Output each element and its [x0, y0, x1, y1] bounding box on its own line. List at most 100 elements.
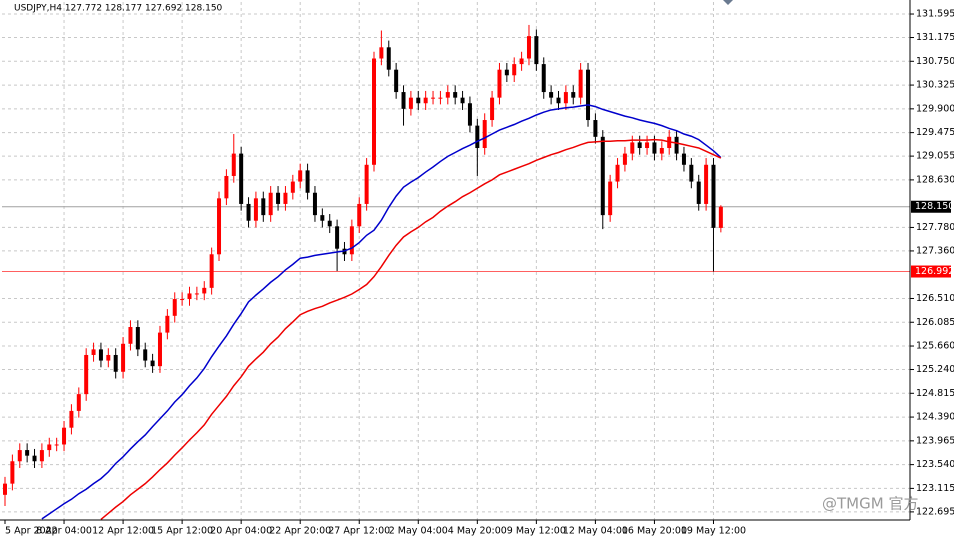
candle-body: [165, 315, 170, 333]
y-tick-label: 128.630: [916, 174, 954, 185]
candle-body: [128, 327, 133, 344]
candle-body: [386, 47, 391, 70]
candle-body: [305, 170, 310, 193]
y-tick-label: 123.540: [916, 459, 954, 470]
x-tick-label: 12 May 04:00: [563, 526, 628, 537]
y-tick-label: 126.085: [916, 317, 954, 328]
candle-body: [534, 36, 539, 65]
candle-body: [320, 215, 325, 221]
candle-body: [630, 142, 635, 154]
candle-body: [150, 360, 155, 367]
candle-body: [689, 164, 694, 182]
candle-body: [556, 97, 561, 104]
candle-body: [209, 254, 214, 288]
candle-body: [217, 198, 222, 255]
candle-body: [3, 483, 7, 495]
y-tick-label: 131.595: [916, 9, 954, 20]
candle-body: [172, 299, 177, 316]
candle-body: [453, 92, 458, 98]
candle-body: [47, 444, 52, 451]
candle-body: [349, 226, 354, 255]
candle-body: [696, 181, 701, 204]
x-tick-label: 8 Apr 04:00: [36, 526, 92, 537]
price-label: 126.992: [915, 266, 954, 277]
candle-body: [180, 299, 185, 301]
candle-body: [438, 97, 443, 99]
y-tick-label: 130.325: [916, 80, 954, 91]
marks: [3, 24, 723, 521]
y-tick-label: 123.115: [916, 483, 954, 494]
candle-body: [10, 461, 15, 484]
x-tick-label: 16 May 20:00: [622, 526, 687, 537]
candle-body: [357, 203, 362, 227]
candle-body: [135, 327, 140, 350]
x-tick-label: 5 Apr 2022: [5, 526, 58, 537]
candle-body: [645, 142, 650, 149]
candle-body: [372, 58, 376, 165]
candle-body: [401, 92, 406, 109]
y-tick-label: 129.475: [916, 127, 954, 138]
x-tick-label: 15 Apr 12:00: [151, 526, 213, 537]
candle-body: [711, 164, 716, 228]
y-tick-label: 122.695: [916, 506, 954, 517]
y-tick-label: 125.240: [916, 364, 954, 375]
candle-body: [187, 293, 192, 300]
y-tick-label: 127.360: [916, 245, 954, 256]
chart-title: USDJPY,H4 127.772 128.177 127.692 128.15…: [14, 4, 223, 14]
candle-body: [84, 354, 89, 395]
y-tick-label: 127.780: [916, 222, 954, 233]
candle-body: [298, 170, 303, 182]
candle-body: [467, 103, 472, 126]
candle-body: [718, 206, 723, 228]
y-tick-label: 129.055: [916, 151, 954, 162]
candle-body: [490, 97, 495, 121]
candle-body: [549, 92, 554, 98]
candle-body: [276, 192, 281, 204]
candle-body: [431, 97, 436, 99]
candle-body: [224, 175, 229, 199]
candle-body: [526, 36, 531, 59]
x-tick-label: 19 May 12:00: [681, 526, 746, 537]
candle-body: [17, 450, 22, 462]
y-tick-label: 131.175: [916, 32, 954, 43]
candle-body: [652, 142, 657, 154]
candle-body: [659, 148, 664, 154]
candle-body: [571, 92, 576, 98]
candle-body: [445, 92, 450, 98]
candle-body: [497, 69, 502, 98]
watermark: @TMGM 官方: [822, 495, 918, 513]
candle-body: [32, 455, 37, 462]
candle-body: [578, 69, 583, 98]
y-tick-label: 124.815: [916, 388, 954, 399]
candle-body: [475, 125, 480, 149]
candle-body: [239, 153, 244, 204]
candle-body: [69, 410, 74, 428]
candle-body: [39, 450, 44, 462]
candle-body: [563, 92, 568, 104]
candle-body: [586, 69, 591, 121]
price-box: [911, 200, 951, 213]
candle-body: [593, 120, 598, 137]
candle-body: [408, 97, 413, 109]
candle-body: [327, 220, 332, 227]
candle-body: [253, 198, 258, 221]
candle-body: [231, 153, 236, 176]
candle-body: [106, 354, 111, 361]
y-tick-label: 123.965: [916, 435, 954, 446]
x-tick-label: 9 May 12:00: [507, 526, 566, 537]
candle-body: [423, 97, 428, 104]
candle-body: [261, 198, 266, 216]
x-tick-label: 20 Apr 04:00: [210, 526, 272, 537]
candle-body: [504, 69, 509, 76]
candle-body: [54, 444, 59, 446]
candle-body: [608, 181, 613, 216]
candle-body: [379, 47, 384, 59]
moving-average: [41, 104, 722, 520]
y-tick-label: 129.900: [916, 103, 954, 114]
candle-body: [143, 349, 148, 361]
candle-body: [202, 287, 207, 294]
candle-body: [615, 164, 620, 182]
candle-body: [482, 120, 487, 149]
moving-average: [100, 138, 722, 521]
